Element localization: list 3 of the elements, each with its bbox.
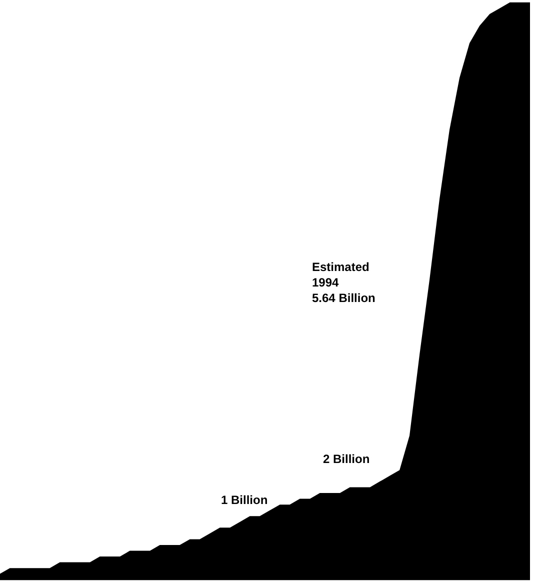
annotation: Estimated 1994 5.64 Billion [312, 260, 376, 306]
annotation: 1 Billion [221, 493, 268, 507]
annotation: 2 Billion [323, 452, 370, 466]
